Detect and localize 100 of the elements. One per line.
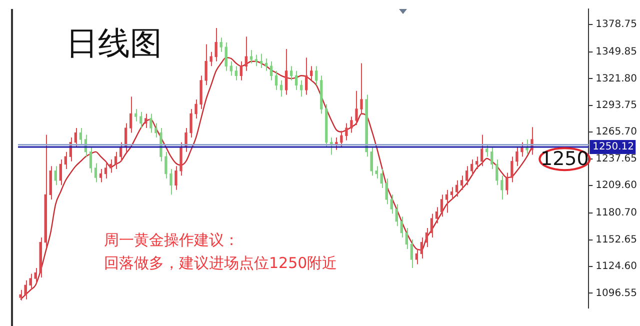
candlestick	[430, 213, 434, 238]
candlestick	[34, 268, 37, 284]
candlestick	[194, 98, 198, 120]
ref-line-label: 1250.12	[592, 142, 634, 153]
candlestick	[234, 66, 238, 81]
candlestick	[144, 113, 148, 129]
candlestick	[520, 142, 524, 158]
candlestick	[395, 204, 398, 227]
candlestick	[109, 158, 112, 174]
candlestick	[89, 146, 92, 174]
candlestick	[440, 194, 444, 218]
candlestick	[480, 134, 484, 167]
candlestick	[79, 128, 82, 145]
y-tick-label: 1209.60	[596, 180, 638, 192]
y-tick-label: 1124.60	[596, 261, 638, 272]
candlestick	[250, 49, 253, 64]
candlestick	[375, 166, 378, 179]
candlestick	[284, 48, 288, 96]
candlestick	[385, 178, 388, 205]
y-tick-label: 1293.75	[596, 100, 638, 112]
candlestick	[526, 138, 528, 154]
candlestick	[486, 144, 488, 158]
candlestick	[340, 130, 343, 148]
candlestick	[410, 238, 413, 269]
candlestick	[244, 36, 248, 72]
candlestick	[99, 168, 102, 183]
y-tick-label: 1378.75	[596, 19, 638, 30]
candlestick	[114, 151, 118, 170]
candlestick	[475, 156, 478, 170]
candlestick	[280, 80, 283, 98]
candlestick	[224, 42, 228, 72]
candlestick	[510, 156, 514, 183]
candlestick	[300, 80, 303, 98]
candlestick	[59, 158, 62, 186]
candlestick	[425, 228, 428, 248]
y-tick-label: 1237.65	[596, 153, 638, 164]
candlestick	[470, 158, 474, 176]
candlestick	[254, 54, 258, 67]
candlestick	[290, 66, 293, 81]
candlestick	[19, 289, 22, 301]
candlestick	[64, 151, 67, 170]
candlestick	[516, 146, 518, 167]
y-tick-label: 1321.80	[596, 73, 638, 84]
candlestick	[74, 128, 77, 148]
candlestick	[310, 66, 313, 81]
candlestick	[220, 37, 222, 52]
candlestick	[380, 168, 383, 189]
candlestick	[174, 166, 178, 190]
candlestick	[214, 28, 218, 62]
text: 日线图	[66, 23, 162, 64]
candlestick	[370, 146, 373, 176]
y-tick-label: 1096.55	[596, 288, 638, 299]
candlestick	[465, 166, 468, 186]
candlestick	[274, 70, 278, 90]
candlestick	[490, 146, 494, 170]
candlestick	[129, 96, 132, 134]
candlestick	[240, 60, 242, 81]
candlestick	[140, 111, 142, 129]
candlestick	[350, 116, 353, 134]
candlestick	[506, 172, 508, 196]
candlestick	[500, 175, 504, 200]
candlestick	[360, 62, 363, 114]
candlestick	[270, 60, 273, 81]
candlestick	[460, 175, 464, 190]
candlestick	[400, 216, 403, 238]
candlestick	[204, 44, 208, 86]
candlestick	[154, 122, 158, 138]
candlestick	[104, 162, 108, 179]
y-tick-label: 1265.70	[596, 126, 638, 138]
candlestick	[345, 122, 348, 141]
annotation: 1250	[540, 148, 589, 170]
y-tick-label: 1349.85	[596, 46, 638, 58]
candlestick	[455, 180, 458, 198]
candlestick	[405, 228, 408, 250]
candlestick	[315, 66, 318, 86]
candlestick	[150, 113, 152, 134]
candlestick	[54, 166, 57, 186]
candlestick	[355, 90, 358, 126]
candlestick	[450, 186, 454, 200]
candlestick	[210, 51, 212, 67]
candlestick	[24, 280, 27, 300]
candlestick	[496, 158, 498, 186]
annotation: 回落做多，建议进场点位1250附近	[104, 254, 338, 272]
y-tick-label: 1152.65	[596, 234, 638, 246]
candlestick	[435, 206, 438, 224]
candlestick	[164, 151, 168, 179]
candlestick	[445, 189, 448, 214]
annotation: 周一黄金操作建议：	[104, 231, 239, 249]
candlestick	[190, 108, 192, 138]
candlestick	[294, 70, 298, 90]
candlestick	[134, 108, 138, 122]
candlestick	[415, 248, 418, 265]
candlestick	[94, 162, 98, 183]
y-tick-label: 1180.70	[596, 208, 638, 219]
candlestick	[264, 58, 268, 72]
candlestick	[170, 168, 172, 196]
candlestick	[260, 53, 263, 69]
candlestick	[29, 273, 32, 290]
candlestick	[305, 57, 308, 96]
candlestick	[420, 237, 423, 259]
